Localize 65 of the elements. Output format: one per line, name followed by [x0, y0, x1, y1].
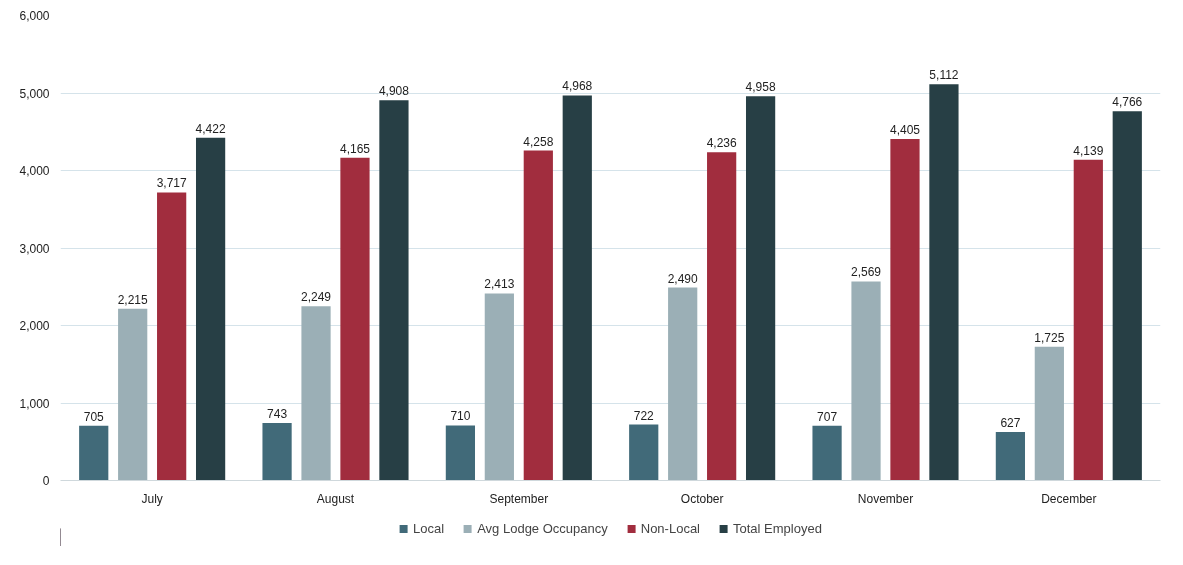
data-label: 4,422 [195, 121, 226, 136]
x-tick-label: October [680, 491, 724, 506]
legend-label: Non-Local [640, 520, 701, 536]
data-label: 4,139 [1073, 143, 1104, 158]
bar [562, 95, 592, 481]
data-label: 2,569 [851, 265, 882, 280]
x-tick-label: November [857, 491, 914, 506]
y-tick-label: 1,000 [19, 396, 50, 411]
data-label: 710 [450, 409, 471, 424]
bar [890, 139, 920, 481]
data-label: 5,112 [929, 68, 959, 83]
bar [1073, 159, 1103, 481]
bar [445, 425, 476, 481]
bar [118, 308, 148, 481]
data-label: 4,405 [889, 123, 921, 138]
bar [301, 306, 331, 481]
data-label: 705 [83, 409, 105, 424]
data-label: 1,725 [1034, 330, 1065, 345]
y-tick-label: 2,000 [19, 319, 50, 333]
x-tick-label: July [141, 491, 163, 506]
data-label: 4,958 [745, 80, 776, 95]
y-tick-label: 0 [42, 474, 50, 488]
bar [1034, 346, 1064, 481]
bar [995, 431, 1026, 481]
legend-label: Total Employed [733, 520, 822, 536]
bar [1112, 111, 1142, 481]
bar [812, 425, 842, 481]
data-label: 2,413 [484, 277, 515, 292]
data-label: 2,249 [301, 290, 332, 305]
bar [707, 152, 737, 481]
x-tick-label: December [1041, 491, 1097, 506]
bar [262, 422, 292, 481]
x-tick-label: August [316, 491, 355, 506]
legend-label: Local [413, 520, 445, 536]
data-label: 2,490 [667, 271, 699, 286]
y-tick-label: 4,000 [19, 164, 50, 178]
bar [523, 150, 553, 481]
y-tick-label: 6,000 [19, 9, 50, 23]
bar [79, 425, 109, 481]
data-label: 3,717 [156, 176, 187, 191]
legend-label: Avg Lodge Occupancy [477, 520, 608, 536]
data-label: 4,908 [378, 84, 410, 99]
bar [851, 281, 881, 481]
y-tick-label: 3,000 [19, 241, 50, 256]
bar [379, 100, 409, 481]
data-label: 627 [1000, 415, 1021, 430]
bar [745, 96, 776, 481]
data-label: 4,766 [1112, 95, 1143, 110]
data-label: 2,215 [117, 292, 149, 307]
bar [340, 157, 370, 481]
data-label: 4,236 [706, 136, 737, 151]
data-label: 4,165 [339, 141, 371, 156]
bar [484, 293, 514, 481]
bar [668, 287, 698, 481]
data-label: 4,258 [523, 134, 554, 149]
bar [629, 424, 659, 481]
bar [195, 137, 226, 481]
y-tick-label: 5,000 [19, 86, 50, 101]
bar [929, 84, 959, 481]
x-tick-label: September [489, 491, 549, 506]
data-label: 4,968 [562, 79, 593, 94]
data-label: 722 [633, 408, 655, 423]
bar [157, 192, 187, 481]
data-label: 707 [817, 409, 838, 424]
data-label: 743 [267, 406, 288, 421]
